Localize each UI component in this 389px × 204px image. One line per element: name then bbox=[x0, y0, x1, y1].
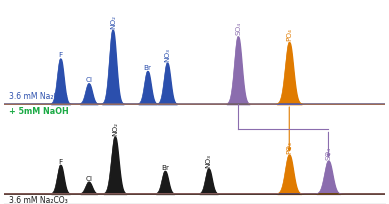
Text: NO₃: NO₃ bbox=[164, 48, 170, 62]
Text: PO₄: PO₄ bbox=[286, 141, 292, 153]
Text: + 5mM NaOH: + 5mM NaOH bbox=[9, 107, 69, 116]
Text: F: F bbox=[58, 158, 63, 164]
Text: NO₃: NO₃ bbox=[206, 153, 212, 167]
Text: F: F bbox=[58, 52, 63, 58]
Text: PO₄: PO₄ bbox=[286, 28, 292, 41]
Text: SO₄: SO₄ bbox=[326, 146, 331, 160]
Text: Cl: Cl bbox=[85, 175, 92, 181]
Text: Br: Br bbox=[161, 164, 169, 170]
Text: Br: Br bbox=[144, 64, 152, 70]
Text: SO₄: SO₄ bbox=[235, 22, 241, 35]
Text: Cl: Cl bbox=[85, 77, 92, 83]
Text: 3.6 mM Na₂CO₃: 3.6 mM Na₂CO₃ bbox=[9, 92, 68, 101]
Text: 3.6 mM Na₂CO₃: 3.6 mM Na₂CO₃ bbox=[9, 195, 68, 204]
Text: NO₂: NO₂ bbox=[110, 15, 116, 29]
Text: NO₂: NO₂ bbox=[112, 122, 118, 135]
